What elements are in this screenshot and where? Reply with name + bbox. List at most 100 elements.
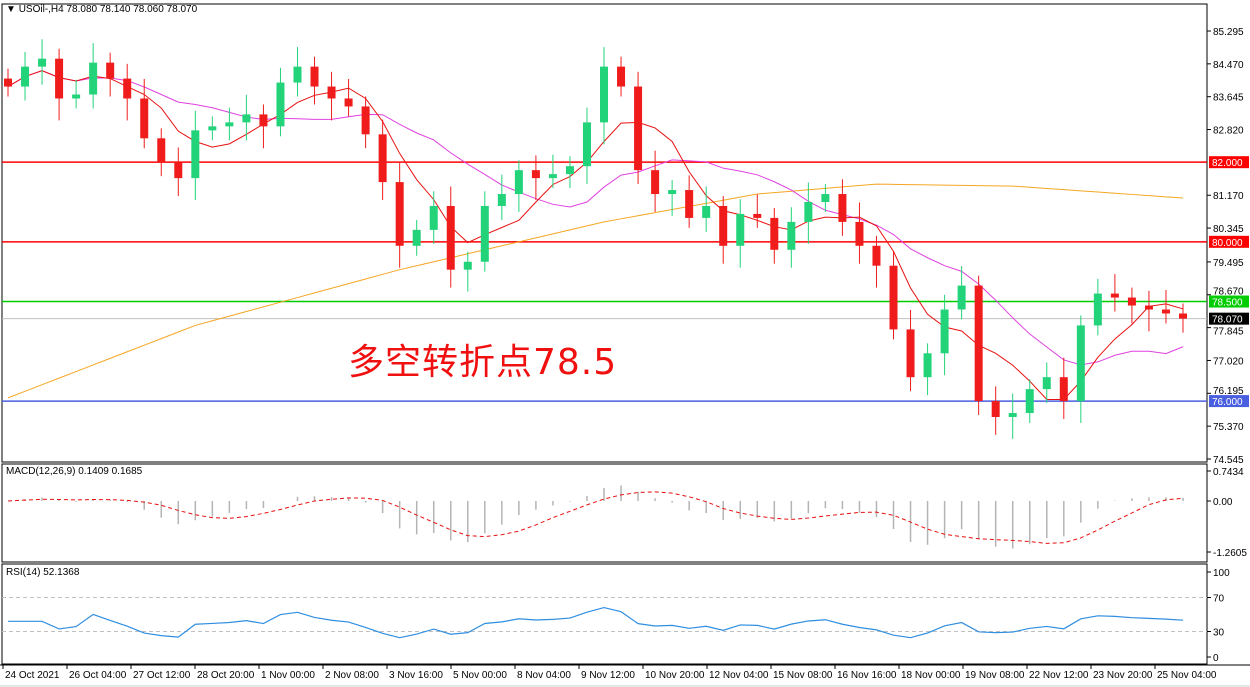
candle-body [446, 205, 455, 270]
candle-body [157, 138, 166, 163]
time-tick-label: 10 Nov 20:00 [645, 670, 705, 681]
candle-body [753, 213, 762, 218]
level-price-label: 82.000 [1212, 158, 1243, 169]
candle-body [191, 130, 200, 179]
candle-body [361, 106, 370, 135]
candle-body [55, 58, 64, 99]
triangle-down-icon[interactable]: ▼ [6, 4, 16, 15]
candle-body [514, 170, 523, 195]
candle-body [412, 229, 421, 246]
price-tick-label: 84.470 [1213, 60, 1244, 71]
candle-body [463, 261, 472, 270]
level-price-label: 76.000 [1212, 397, 1243, 408]
candle-body [668, 190, 677, 195]
macd-tick-label: 0.00 [1213, 497, 1233, 508]
price-tick-label: 76.195 [1213, 386, 1244, 397]
level-price-label: 80.000 [1212, 238, 1243, 249]
candle-body [4, 78, 12, 87]
moving-average-long-line [7, 183, 1184, 399]
candle-body [1042, 377, 1051, 390]
candle-body [21, 66, 30, 87]
candle-body [208, 126, 217, 131]
macd-tick-label: -1.2605 [1213, 548, 1247, 559]
time-tick-label: 22 Nov 12:00 [1029, 670, 1089, 681]
time-tick-label: 19 Nov 08:00 [965, 670, 1025, 681]
candle-body [923, 353, 932, 378]
rsi-line [8, 606, 1184, 639]
candle-body [991, 401, 1000, 417]
time-tick-label: 28 Oct 20:00 [197, 670, 255, 681]
candle-body [276, 82, 285, 127]
candle-body [651, 170, 660, 195]
level-price-tag [1209, 156, 1249, 169]
candle-body [600, 66, 609, 123]
candle-body [804, 202, 813, 222]
candle-body [497, 194, 506, 206]
candle-body [787, 221, 796, 250]
chart-annotation-text: 多空转折点78.5 [348, 342, 618, 383]
candle-body [480, 205, 489, 262]
candle-body [327, 86, 336, 99]
price-tick-label: 81.170 [1213, 191, 1244, 202]
price-tick-label: 74.545 [1213, 455, 1244, 466]
candle-body [429, 205, 438, 230]
candle-body [1025, 389, 1034, 414]
candle-body [872, 245, 881, 266]
candle-body [702, 205, 711, 218]
current-price-label: 78.070 [1212, 315, 1243, 326]
candle-body [1110, 293, 1119, 298]
time-tick-label: 18 Nov 00:00 [901, 670, 961, 681]
time-tick-label: 27 Oct 12:00 [133, 670, 191, 681]
moving-average-fast-line [7, 70, 1184, 400]
candle-body [123, 78, 132, 99]
candle-body [531, 170, 540, 179]
time-tick-label: 5 Nov 00:00 [453, 670, 507, 681]
macd-signal-line [7, 491, 1184, 544]
time-tick-label: 2 Nov 08:00 [325, 670, 379, 681]
rsi-tick-label: 70 [1213, 594, 1225, 605]
candle-body [634, 86, 643, 171]
candle-body [906, 329, 915, 378]
candle-body [838, 194, 847, 222]
candle-body [940, 309, 949, 354]
candle-body [685, 190, 694, 218]
candle-body [1093, 293, 1102, 326]
status-strip [0, 685, 1250, 687]
candle-body [957, 285, 966, 310]
current-price-tag [1209, 312, 1249, 325]
candle-body [310, 66, 319, 87]
price-tick-label: 78.670 [1213, 287, 1244, 298]
time-tick-label: 25 Nov 04:00 [1157, 670, 1217, 681]
time-tick-label: 15 Nov 08:00 [773, 670, 833, 681]
candle-body [1179, 313, 1187, 319]
candle-body [38, 58, 47, 67]
candle-body [582, 122, 591, 167]
candle-body [1127, 297, 1136, 306]
candle-body [89, 62, 98, 95]
moving-average-mid-line [7, 70, 1184, 366]
candle-body [259, 114, 268, 127]
candle-body [719, 205, 728, 246]
candle-body [242, 114, 251, 123]
candle-body [225, 122, 234, 127]
time-tick-label: 16 Nov 16:00 [837, 670, 897, 681]
rsi-label: RSI(14) 52.1368 [6, 567, 80, 578]
time-tick-label: 3 Nov 16:00 [389, 670, 443, 681]
time-tick-label: 23 Nov 20:00 [1093, 670, 1153, 681]
rsi-panel [1, 563, 1208, 665]
rsi-tick-label: 100 [1213, 568, 1230, 579]
time-tick-label: 12 Nov 04:00 [709, 670, 769, 681]
candle-body [770, 217, 779, 250]
price-tick-label: 82.820 [1213, 126, 1244, 137]
symbol-label: USOil-,H4 [18, 4, 64, 15]
price-tick-label: 83.645 [1213, 93, 1244, 104]
time-tick-label: 1 Nov 00:00 [261, 670, 315, 681]
candle-body [1008, 413, 1017, 417]
candle-body [1076, 325, 1085, 402]
candle-body [106, 62, 115, 79]
chart-header: ▼ USOil-,H4 78.080 78.140 78.060 78.070 [6, 4, 197, 15]
candle-body [855, 221, 864, 246]
candle-body [1059, 377, 1068, 402]
candle-body [293, 66, 302, 83]
